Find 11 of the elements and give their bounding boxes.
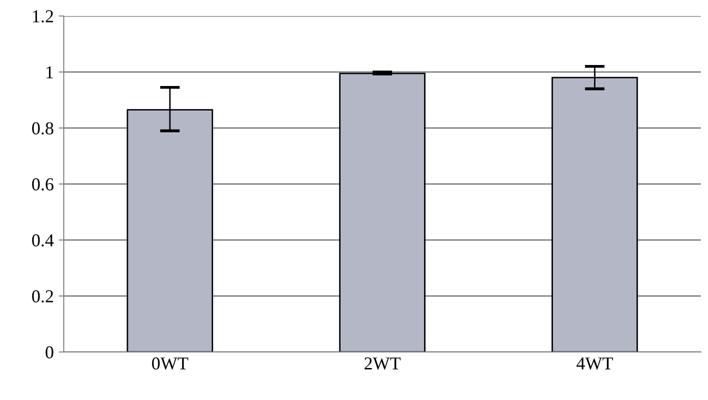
x-tick-label: 0WT (152, 357, 188, 370)
y-tick-label: 0.4 (32, 234, 54, 247)
y-tick-label: 0 (46, 346, 54, 358)
bar (339, 72, 426, 352)
x-tick-label: 2WT (364, 357, 401, 370)
y-tick-label: 1 (46, 66, 53, 78)
y-tick-label: 0.6 (32, 178, 54, 191)
y-tick-label: 0.8 (32, 122, 54, 135)
y-tick-label: 1.2 (33, 10, 53, 23)
x-tick-label: 4WT (576, 358, 613, 370)
y-tick-label: 0.2 (32, 290, 53, 303)
